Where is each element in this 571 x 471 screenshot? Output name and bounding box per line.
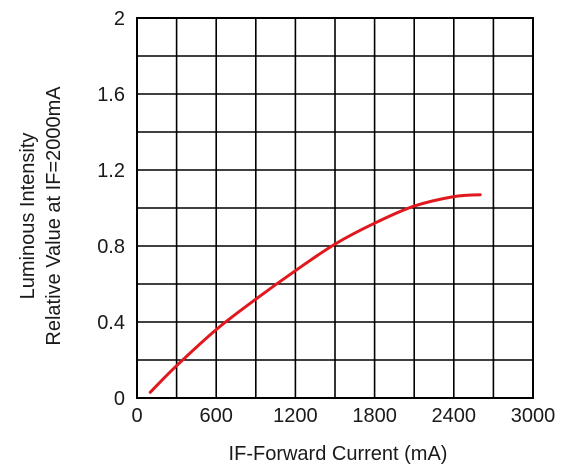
x-tick-label: 600 [200, 405, 233, 427]
y-axis-label-line-2: Relative Value at IF=2000mA [43, 86, 65, 346]
series-line [148, 193, 482, 394]
x-tick-label: 2400 [432, 405, 477, 427]
y-tick-label: 1.6 [97, 84, 125, 106]
x-axis-label: IF-Forward Current (mA) [229, 443, 448, 465]
y-tick-label: 0.4 [97, 312, 125, 334]
x-tick-label: 3000 [511, 405, 556, 427]
plot-border [136, 17, 534, 399]
y-axis-label-line-1: Luminous Intensity [17, 133, 39, 300]
grid [137, 18, 533, 398]
y-axis-ticks: 0 0.4 0.8 1.2 1.6 2 [97, 8, 125, 410]
y-tick-label: 0 [114, 388, 125, 410]
y-tick-label: 2 [114, 8, 125, 30]
x-tick-label: 1200 [273, 405, 318, 427]
y-tick-label: 1.2 [97, 160, 125, 182]
y-tick-label: 0.8 [97, 236, 125, 258]
x-axis-ticks: 0 600 1200 1800 2400 3000 [131, 405, 555, 427]
x-tick-label: 1800 [352, 405, 397, 427]
x-tick-label: 0 [131, 405, 142, 427]
